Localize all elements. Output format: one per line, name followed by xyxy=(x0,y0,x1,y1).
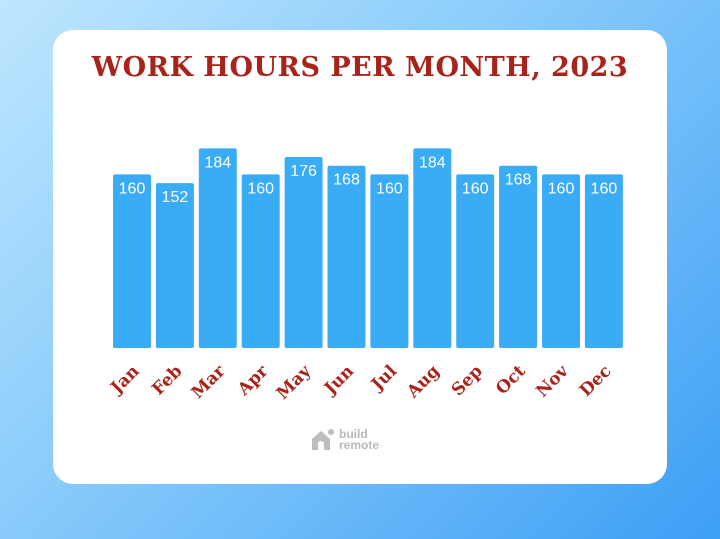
data-label: 160 xyxy=(462,180,489,197)
data-label: 160 xyxy=(376,180,403,197)
bar-oct xyxy=(499,165,538,348)
data-label: 160 xyxy=(548,180,575,197)
x-tick-label: Jun xyxy=(319,361,358,400)
bar-may xyxy=(284,157,323,348)
data-label: 168 xyxy=(333,172,360,189)
x-tick-label: Feb xyxy=(148,361,186,399)
bar-mar xyxy=(198,148,237,348)
x-tick-label: Jul xyxy=(366,361,401,396)
bar-jan xyxy=(113,174,151,348)
logo-text-line2: remote xyxy=(339,438,380,452)
data-label: 160 xyxy=(119,180,146,197)
data-label: 152 xyxy=(162,189,189,206)
data-label: 176 xyxy=(290,163,317,180)
chart-title: WORK HOURS PER MONTH, 2023 xyxy=(91,52,629,83)
bar-aug xyxy=(413,148,452,348)
bar-feb xyxy=(155,183,194,348)
x-tick-label: Jan xyxy=(106,361,144,399)
x-tick-label: Aug xyxy=(403,361,444,402)
logo-text-line1: build xyxy=(339,427,368,441)
build-remote-logo: build remote xyxy=(310,428,379,452)
x-tick-label: Nov xyxy=(532,361,573,402)
x-tick-label: Apr xyxy=(233,361,273,401)
bar-sep xyxy=(456,174,495,348)
data-label: 160 xyxy=(247,180,274,197)
data-label: 168 xyxy=(505,172,532,189)
bar-dec xyxy=(584,174,623,348)
x-tick-label: Oct xyxy=(492,361,530,399)
house-icon xyxy=(312,429,334,450)
x-tick-label: Sep xyxy=(448,361,487,400)
bar-nov xyxy=(542,174,580,348)
bar-jun xyxy=(327,165,366,348)
data-label: 184 xyxy=(419,154,446,171)
data-label: 160 xyxy=(591,180,618,197)
bar-apr xyxy=(241,174,280,348)
x-tick-label: Dec xyxy=(576,361,616,401)
x-tick-label: Mar xyxy=(188,361,230,403)
data-label: 184 xyxy=(204,154,231,171)
bar-jul xyxy=(370,174,409,348)
x-tick-label: May xyxy=(273,361,316,404)
